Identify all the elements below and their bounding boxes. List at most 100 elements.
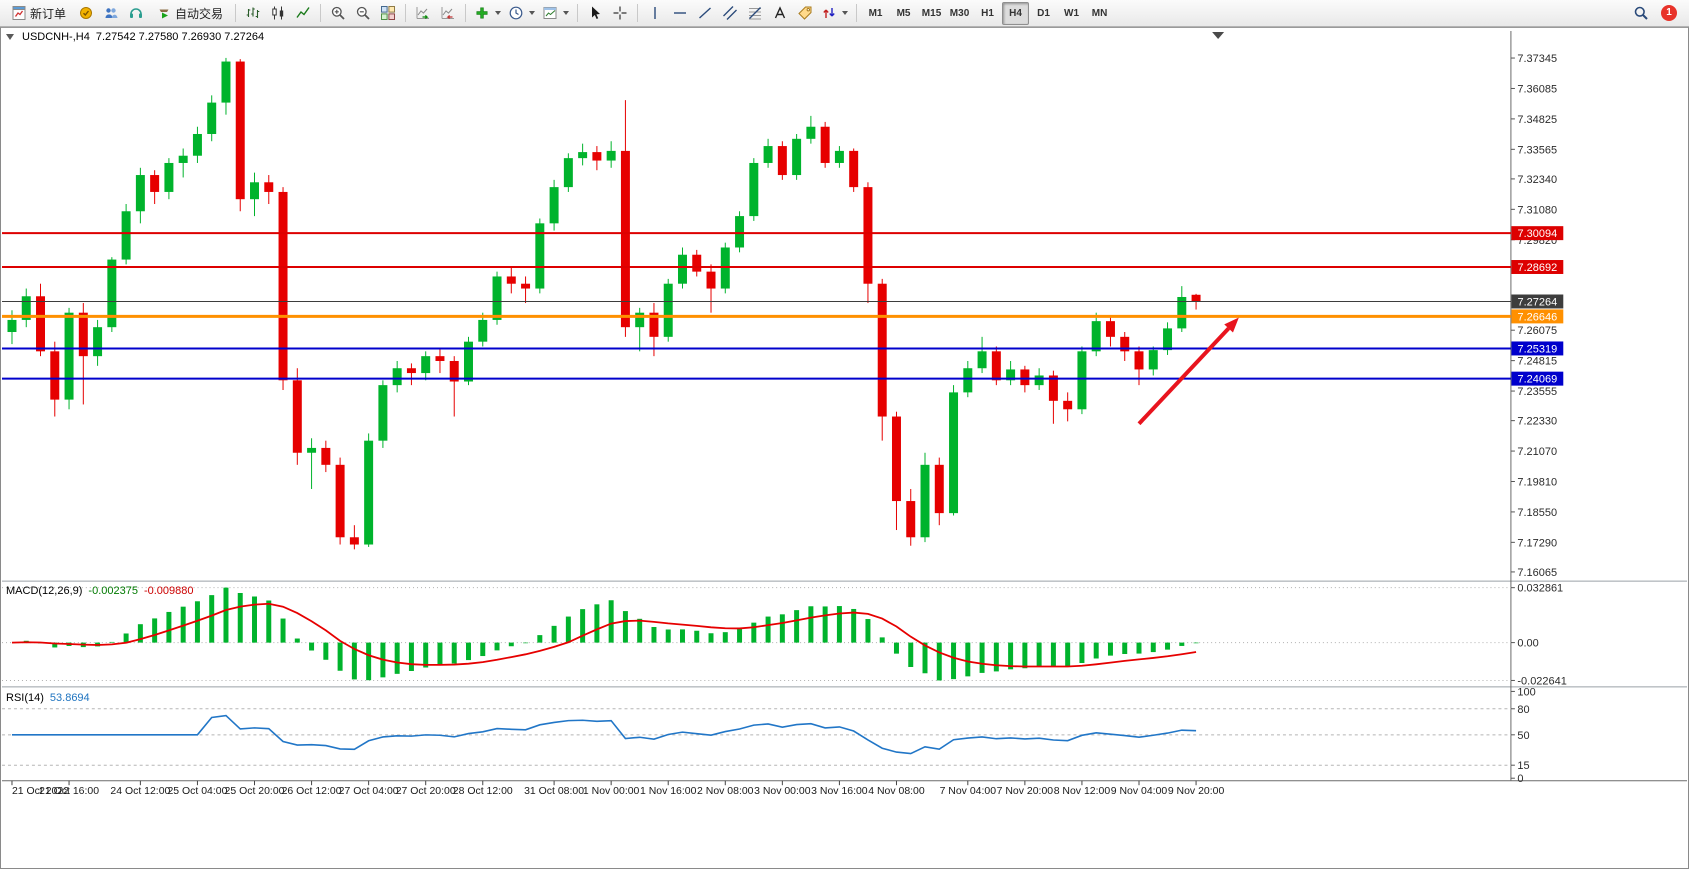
svg-text:7 Nov 04:00: 7 Nov 04:00	[940, 786, 997, 797]
market-button[interactable]	[74, 2, 98, 25]
toolbar: 新订单 自动交易	[0, 0, 1689, 27]
timeframe-m5[interactable]: M5	[890, 2, 917, 25]
svg-text:27 Oct 20:00: 27 Oct 20:00	[396, 786, 456, 797]
dropdown-caret	[842, 11, 849, 15]
price-line-7.25319[interactable]: 7.25319	[2, 341, 1564, 355]
timeframe-w1[interactable]: W1	[1058, 2, 1085, 25]
timeframe-m30[interactable]: M30	[946, 2, 973, 25]
trendline-icon	[697, 5, 713, 21]
svg-text:7 Nov 20:00: 7 Nov 20:00	[997, 786, 1054, 797]
fibonacci-button[interactable]	[743, 2, 767, 25]
new-order-icon	[11, 5, 27, 21]
price-line-7.26646[interactable]: 7.26646	[2, 309, 1564, 323]
svg-text:27 Oct 04:00: 27 Oct 04:00	[339, 786, 399, 797]
price-chart[interactable]: 7.37345 7.36085 7.34825 7.33565 7.32340 7.310…	[1, 28, 1688, 868]
trend-arrow-annotation[interactable]	[1137, 317, 1239, 426]
channel-button[interactable]	[718, 2, 742, 25]
svg-text:25 Oct 20:00: 25 Oct 20:00	[225, 786, 285, 797]
vps-button[interactable]	[124, 2, 148, 25]
svg-text:100: 100	[1517, 686, 1535, 698]
svg-text:7.25319: 7.25319	[1518, 343, 1558, 355]
svg-text:7.17290: 7.17290	[1517, 537, 1557, 549]
toolbar-separator	[637, 4, 639, 22]
svg-text:7.37345: 7.37345	[1517, 53, 1557, 65]
zoom-out-button[interactable]	[351, 2, 375, 25]
trendline-button[interactable]	[693, 2, 717, 25]
arrows-button[interactable]	[818, 2, 851, 25]
svg-text:7.16065: 7.16065	[1517, 567, 1557, 579]
chart-shift-icon	[440, 5, 456, 21]
candlestick-chart-button[interactable]	[266, 2, 290, 25]
svg-text:-0.022641: -0.022641	[1517, 675, 1566, 687]
timeframe-m15[interactable]: M15	[918, 2, 945, 25]
svg-text:7.23555: 7.23555	[1517, 386, 1557, 398]
cursor-button[interactable]	[583, 2, 607, 25]
timeframe-m1[interactable]: M1	[862, 2, 889, 25]
search-button[interactable]	[1629, 2, 1653, 25]
indicators-button[interactable]	[471, 2, 504, 25]
svg-text:4 Nov 08:00: 4 Nov 08:00	[868, 786, 925, 797]
crosshair-icon	[612, 5, 628, 21]
text-button[interactable]	[768, 2, 792, 25]
notification-badge[interactable]: 1	[1661, 5, 1677, 21]
svg-text:31 Oct 08:00: 31 Oct 08:00	[524, 786, 584, 797]
auto-scroll-icon	[415, 5, 431, 21]
autotrading-button[interactable]: 自动交易	[149, 2, 230, 25]
label-icon	[797, 5, 813, 21]
price-line-7.28692[interactable]: 7.28692	[2, 260, 1564, 274]
svg-text:21 Oct 16:00: 21 Oct 16:00	[39, 786, 99, 797]
new-order-button[interactable]: 新订单	[4, 2, 73, 25]
bar-chart-icon	[245, 5, 261, 21]
horizontal-line-button[interactable]	[668, 2, 692, 25]
dropdown-caret	[563, 11, 570, 15]
vertical-line-icon	[647, 5, 663, 21]
price-line-7.27264[interactable]: 7.27264	[2, 294, 1564, 309]
price-line-7.30094[interactable]: 7.30094	[2, 226, 1564, 240]
price-line-7.24069[interactable]: 7.24069	[2, 371, 1564, 386]
bar-chart-button[interactable]	[241, 2, 265, 25]
vertical-line-button[interactable]	[643, 2, 667, 25]
svg-text:2 Nov 08:00: 2 Nov 08:00	[697, 786, 754, 797]
line-chart-button[interactable]	[291, 2, 315, 25]
zoom-in-button[interactable]	[326, 2, 350, 25]
timeframe-h4[interactable]: H4	[1002, 1, 1030, 25]
toolbar-separator	[405, 4, 407, 22]
svg-text:1 Nov 16:00: 1 Nov 16:00	[640, 786, 697, 797]
svg-text:7.33565: 7.33565	[1517, 144, 1557, 156]
periods-button[interactable]	[505, 2, 538, 25]
svg-text:7.19810: 7.19810	[1517, 476, 1557, 488]
templates-button[interactable]	[539, 2, 572, 25]
toolbar-separator	[235, 4, 237, 22]
dropdown-caret	[495, 11, 502, 15]
svg-text:9 Nov 04:00: 9 Nov 04:00	[1111, 786, 1168, 797]
indicators-icon	[474, 5, 490, 21]
svg-text:3 Nov 00:00: 3 Nov 00:00	[754, 786, 811, 797]
svg-text:7.21070: 7.21070	[1517, 446, 1557, 458]
timeframe-d1[interactable]: D1	[1030, 2, 1057, 25]
svg-text:0.00: 0.00	[1517, 638, 1538, 650]
svg-text:7.28692: 7.28692	[1518, 262, 1558, 274]
crosshair-button[interactable]	[608, 2, 632, 25]
tile-windows-button[interactable]	[376, 2, 400, 25]
autotrading-icon	[156, 5, 172, 21]
svg-text:7.30094: 7.30094	[1518, 228, 1558, 240]
svg-text:7.36085: 7.36085	[1517, 83, 1557, 95]
candles[interactable]	[7, 57, 1201, 550]
text-label-button[interactable]	[793, 2, 817, 25]
auto-scroll-button[interactable]	[411, 2, 435, 25]
signals-icon	[103, 5, 119, 21]
svg-text:0: 0	[1517, 773, 1523, 785]
toolbar-separator	[856, 4, 858, 22]
chart-shift-marker[interactable]	[1212, 31, 1225, 39]
market-icon	[78, 5, 94, 21]
timeframe-h1[interactable]: H1	[974, 2, 1001, 25]
templates-icon	[542, 5, 558, 21]
svg-text:21 Oct 2022: 21 Oct 2022	[12, 786, 69, 797]
timeframe-mn[interactable]: MN	[1086, 2, 1113, 25]
toolbar-separator	[320, 4, 322, 22]
dropdown-caret	[529, 11, 536, 15]
chart-shift-button[interactable]	[436, 2, 460, 25]
svg-text:7.24069: 7.24069	[1518, 374, 1558, 386]
signals-button[interactable]	[99, 2, 123, 25]
